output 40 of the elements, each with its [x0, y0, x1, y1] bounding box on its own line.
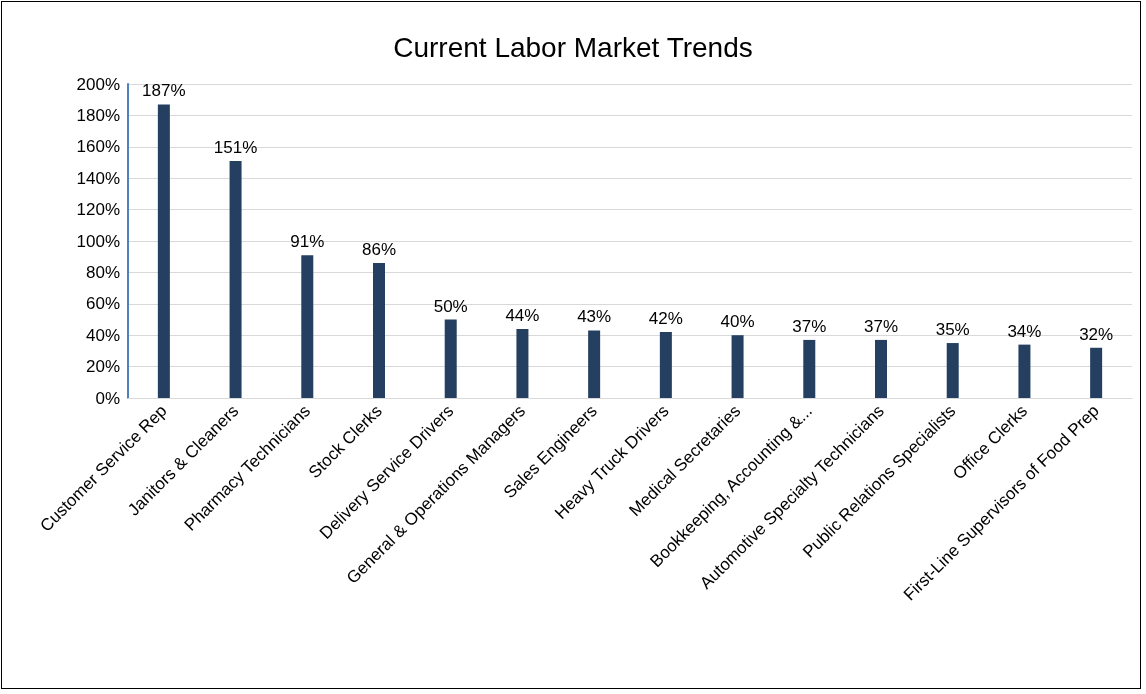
bar [1018, 344, 1031, 398]
data-label: 34% [1007, 321, 1042, 341]
bar [588, 330, 601, 398]
data-label: 32% [1079, 324, 1114, 344]
bar [301, 255, 314, 398]
bar [803, 339, 816, 398]
bar [157, 104, 170, 398]
data-label: 43% [577, 307, 612, 327]
y-tick-label: 100% [76, 231, 120, 251]
bar [229, 160, 242, 398]
chart-title: Current Labor Market Trends [393, 31, 753, 63]
data-label: 35% [935, 320, 970, 340]
y-tick-label: 120% [76, 200, 120, 220]
y-tick-label: 140% [76, 168, 120, 188]
bar [444, 319, 457, 398]
y-tick-label: 60% [85, 294, 120, 314]
bar [659, 332, 672, 398]
data-label: 50% [433, 296, 468, 316]
data-label: 91% [290, 232, 325, 252]
y-tick-label: 0% [95, 388, 120, 408]
bar [731, 335, 744, 398]
y-tick-label: 40% [85, 325, 120, 345]
bar [875, 339, 887, 398]
bar [946, 343, 959, 398]
data-label: 151% [213, 137, 258, 157]
bar [373, 262, 385, 398]
data-label: 37% [792, 316, 827, 336]
y-tick-label: 160% [76, 137, 120, 157]
data-label: 40% [720, 312, 755, 332]
data-label: 187% [142, 81, 186, 101]
data-label: 37% [863, 316, 899, 336]
y-tick-label: 20% [85, 357, 120, 377]
y-tick-label: 180% [76, 105, 120, 125]
data-label: 44% [505, 305, 540, 325]
y-tick-label: 200% [76, 74, 120, 94]
bar [516, 328, 529, 398]
bar [1090, 347, 1103, 398]
y-tick-label: 80% [85, 262, 120, 282]
data-label: 86% [361, 239, 397, 259]
data-label: 42% [648, 309, 683, 329]
